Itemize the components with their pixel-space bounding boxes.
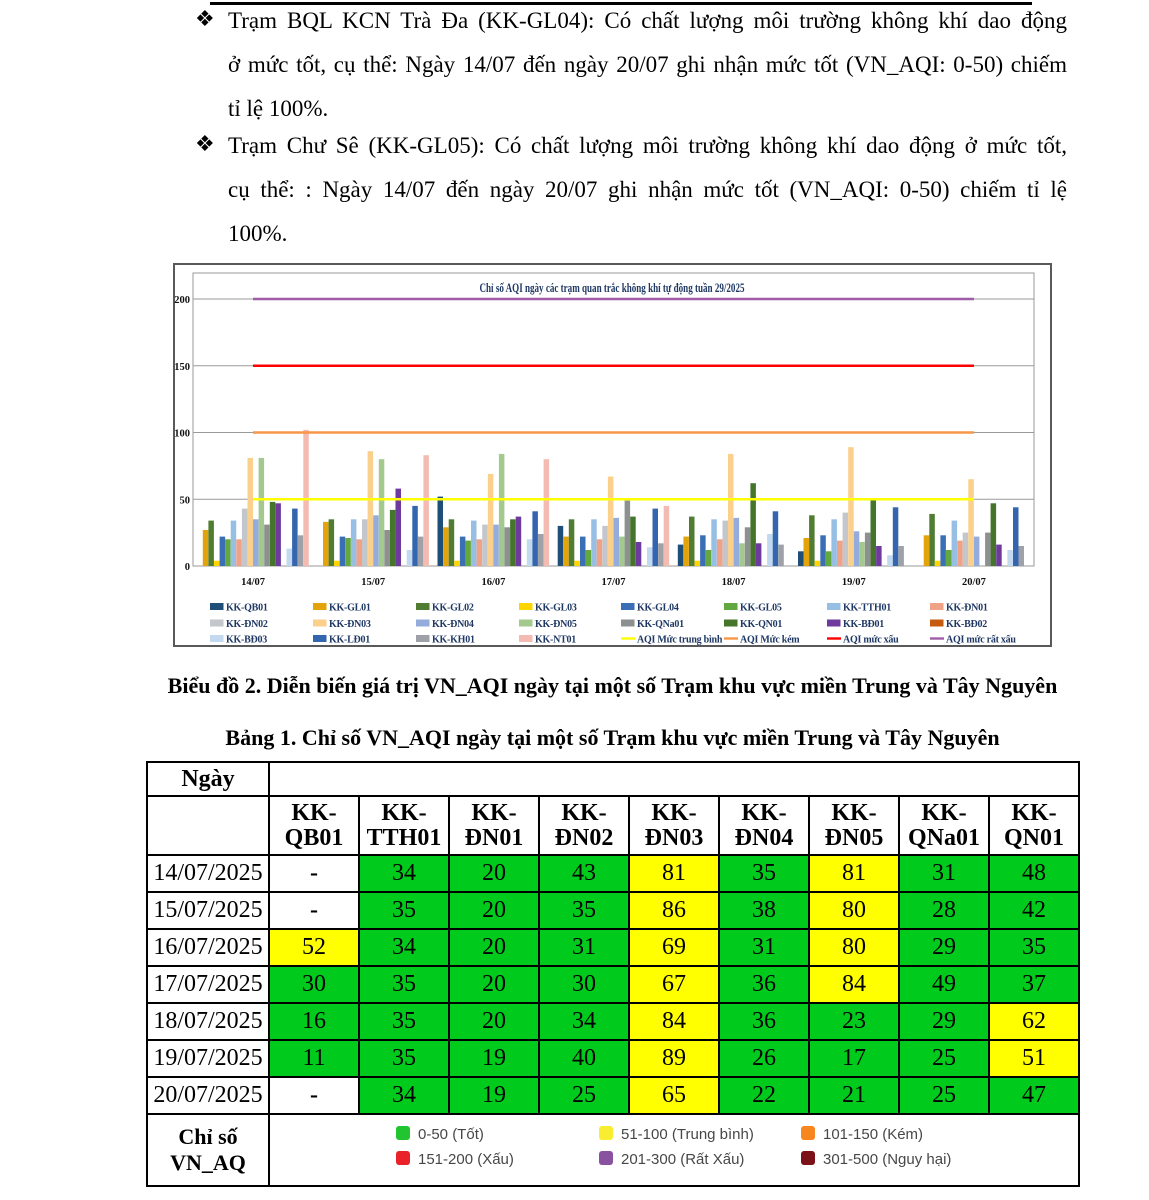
svg-text:KK-ĐN05: KK-ĐN05 xyxy=(535,619,577,630)
svg-text:KK-ĐN04: KK-ĐN04 xyxy=(432,619,474,630)
svg-text:KK-GL03: KK-GL03 xyxy=(535,603,577,614)
svg-text:15/07: 15/07 xyxy=(361,577,385,588)
svg-text:150: 150 xyxy=(174,362,190,373)
svg-text:KK-NT01: KK-NT01 xyxy=(535,635,576,646)
svg-text:KK-ĐN03: KK-ĐN03 xyxy=(329,619,371,630)
svg-text:KK-LĐ01: KK-LĐ01 xyxy=(329,635,370,646)
svg-text:KK-BĐ02: KK-BĐ02 xyxy=(946,619,987,630)
svg-text:AQI mức xấu: AQI mức xấu xyxy=(843,635,899,646)
svg-text:50: 50 xyxy=(180,495,191,506)
svg-text:20/07: 20/07 xyxy=(962,577,986,588)
svg-text:KK-QNa01: KK-QNa01 xyxy=(637,619,684,630)
svg-text:AQI Mức trung bình: AQI Mức trung bình xyxy=(637,635,723,646)
svg-text:KK-QB01: KK-QB01 xyxy=(226,603,268,614)
svg-text:AQI mức rất xấu: AQI mức rất xấu xyxy=(946,635,1016,646)
svg-text:KK-GL05: KK-GL05 xyxy=(740,603,782,614)
svg-text:0: 0 xyxy=(185,562,190,573)
svg-text:19/07: 19/07 xyxy=(842,577,866,588)
svg-text:KK-GL01: KK-GL01 xyxy=(329,603,371,614)
svg-text:KK-KH01: KK-KH01 xyxy=(432,635,475,646)
svg-text:KK-BĐ03: KK-BĐ03 xyxy=(226,635,267,646)
svg-text:200: 200 xyxy=(174,295,190,306)
svg-text:AQI Mức kém: AQI Mức kém xyxy=(740,635,800,646)
svg-text:KK-TTH01: KK-TTH01 xyxy=(843,603,891,614)
svg-text:Chỉ số AQI ngày các trạm quan: Chỉ số AQI ngày các trạm quan trắc không… xyxy=(480,280,745,295)
svg-text:14/07: 14/07 xyxy=(241,577,265,588)
svg-text:KK-BĐ01: KK-BĐ01 xyxy=(843,619,884,630)
svg-text:18/07: 18/07 xyxy=(722,577,746,588)
svg-text:KK-GL04: KK-GL04 xyxy=(637,603,679,614)
svg-text:KK-QN01: KK-QN01 xyxy=(740,619,782,630)
svg-text:KK-ĐN02: KK-ĐN02 xyxy=(226,619,268,630)
svg-text:KK-ĐN01: KK-ĐN01 xyxy=(946,603,988,614)
svg-text:16/07: 16/07 xyxy=(481,577,505,588)
svg-text:KK-GL02: KK-GL02 xyxy=(432,603,474,614)
svg-text:17/07: 17/07 xyxy=(602,577,626,588)
svg-text:100: 100 xyxy=(174,429,190,440)
